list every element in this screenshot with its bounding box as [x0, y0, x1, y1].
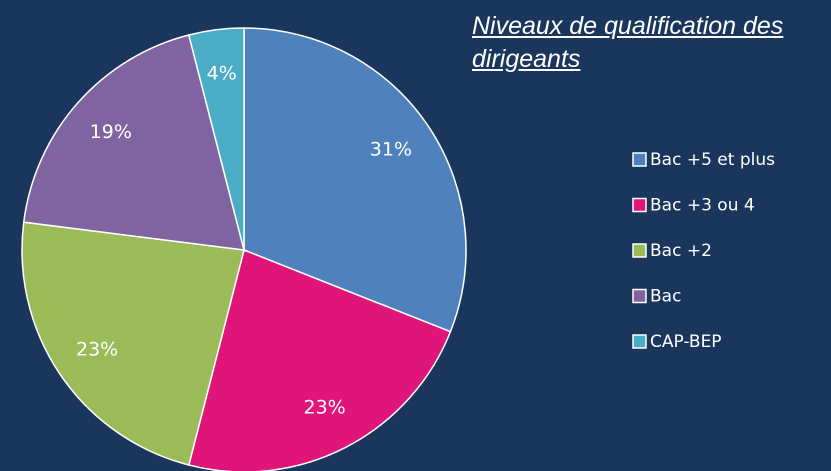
- legend-label: Bac +5 et plus: [650, 150, 775, 170]
- data-label: 23%: [304, 397, 346, 419]
- legend-swatch: [632, 288, 647, 304]
- pie-slice: [243, 27, 467, 333]
- legend-swatch: [632, 243, 647, 258]
- data-label: 4%: [207, 62, 237, 84]
- pie-slice: [22, 34, 246, 251]
- pie-slice: [21, 221, 245, 466]
- legend-label: Bac +3 ou 4: [650, 196, 755, 216]
- chart-title: Niveaux de qualification des dirigeants: [472, 12, 784, 73]
- legend-swatch: [632, 197, 647, 213]
- legend-swatch: [632, 334, 647, 349]
- pie-slice: [187, 27, 245, 251]
- data-label: 19%: [90, 121, 132, 143]
- legend-label: Bac +2: [650, 241, 712, 261]
- legend-swatch: [632, 152, 647, 167]
- pie-slice: [187, 248, 452, 471]
- legend-label: Bac: [650, 287, 681, 307]
- legend-label: CAP-BEP: [650, 332, 722, 352]
- data-label: 23%: [76, 338, 118, 360]
- data-label: 31%: [370, 139, 412, 161]
